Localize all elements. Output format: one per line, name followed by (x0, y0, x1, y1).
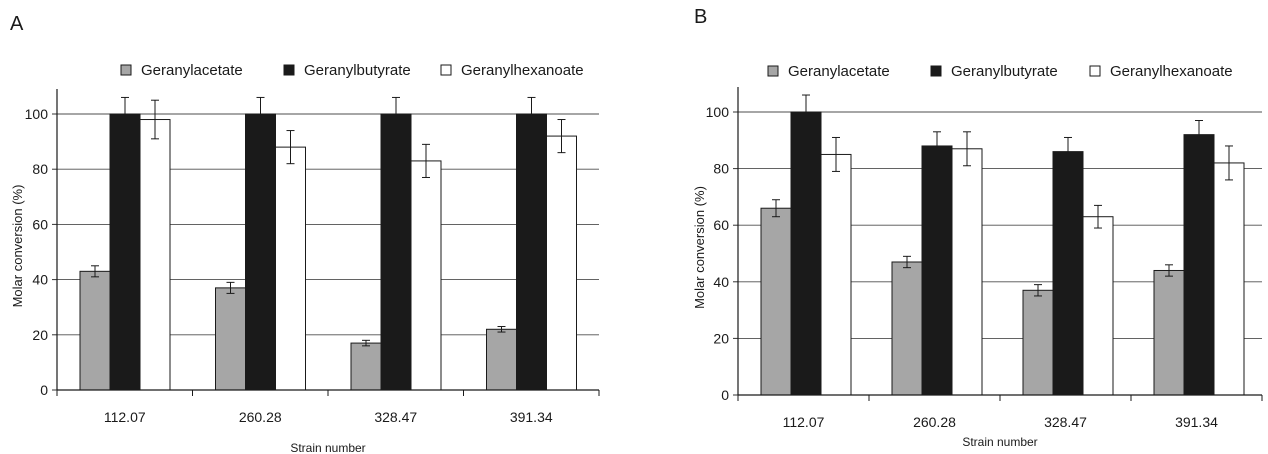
bar-geranylhexanoate (1213, 162, 1245, 396)
x-tick-label: 260.28 (913, 414, 956, 430)
legend-label: Geranylacetate (788, 63, 890, 80)
bar-geranylacetate (760, 207, 792, 396)
y-tick-label: 100 (706, 104, 730, 120)
bar-geranylbutyrate (1052, 151, 1084, 396)
bar-geranylbutyrate (1183, 134, 1215, 396)
panel-label: A (10, 13, 24, 35)
chart-panel-b: B 0 20 40 60 80 100 112.07 260.28 328.47 391.34 Str… (692, 6, 1263, 449)
legend-swatch (767, 65, 779, 77)
legend-swatch (930, 65, 942, 77)
y-tick-label: 0 (721, 387, 729, 403)
y-tick-label: 20 (713, 330, 729, 346)
legend-swatch (283, 64, 295, 76)
x-axis-label: Strain number (962, 435, 1037, 449)
y-tick-label: 20 (32, 327, 48, 343)
x-tick-label: 112.07 (104, 409, 146, 425)
bar-geranylacetate (215, 287, 246, 391)
bar-geranylacetate (79, 270, 111, 391)
bar-geranylacetate (350, 342, 382, 391)
y-tick-label: 60 (713, 217, 729, 233)
panel-label: B (694, 6, 707, 28)
bar-geranylbutyrate (245, 113, 276, 391)
bar-geranylacetate (891, 261, 923, 396)
bar-geranylhexanoate (951, 148, 983, 396)
y-tick-label: 40 (32, 272, 48, 288)
y-tick-label: 40 (713, 274, 729, 290)
y-tick-label: 80 (713, 161, 729, 177)
bar-geranylhexanoate (546, 135, 577, 391)
legend-label: Geranylbutyrate (304, 62, 411, 79)
x-tick-label: 391.34 (510, 409, 553, 425)
bar-geranylhexanoate (1082, 216, 1114, 396)
bar-geranylacetate (1153, 269, 1185, 396)
bar-geranylbutyrate (921, 145, 953, 396)
bar-geranylhexanoate (139, 119, 171, 391)
legend-swatch (1089, 65, 1101, 77)
chart-panel-a: A 0 20 40 60 80 100 112.07 260.28 328.47 391.34 Str… (10, 13, 600, 454)
y-tick-label: 60 (32, 216, 48, 232)
legend-swatch (440, 64, 452, 76)
bar-geranylacetate (1022, 289, 1054, 396)
legend-label: Geranylacetate (141, 62, 243, 79)
bar-geranylacetate (486, 328, 517, 391)
bar-geranylbutyrate (790, 111, 822, 396)
x-axis-label: Strain number (290, 441, 365, 454)
bar-geranylhexanoate (275, 146, 306, 391)
y-tick-label: 100 (25, 106, 49, 122)
bar-geranylbutyrate (516, 113, 547, 391)
y-axis-label: Molar conversion (%) (692, 186, 707, 309)
x-tick-label: 328.47 (374, 409, 417, 425)
legend-swatch (120, 64, 132, 76)
x-tick-label: 391.34 (1175, 414, 1218, 430)
x-tick-label: 260.28 (239, 409, 282, 425)
x-tick-label: 112.07 (783, 414, 825, 430)
legend-label: Geranylhexanoate (461, 62, 584, 79)
y-tick-label: 0 (40, 382, 48, 398)
y-tick-label: 80 (32, 161, 48, 177)
bar-geranylhexanoate (410, 160, 442, 391)
bar-geranylhexanoate (820, 153, 852, 396)
x-tick-label: 328.47 (1044, 414, 1087, 430)
legend-label: Geranylhexanoate (1110, 63, 1233, 80)
legend-label: Geranylbutyrate (951, 63, 1058, 80)
y-axis-label: Molar conversion (%) (10, 185, 25, 308)
bar-geranylbutyrate (109, 113, 141, 391)
bar-geranylbutyrate (380, 113, 412, 391)
